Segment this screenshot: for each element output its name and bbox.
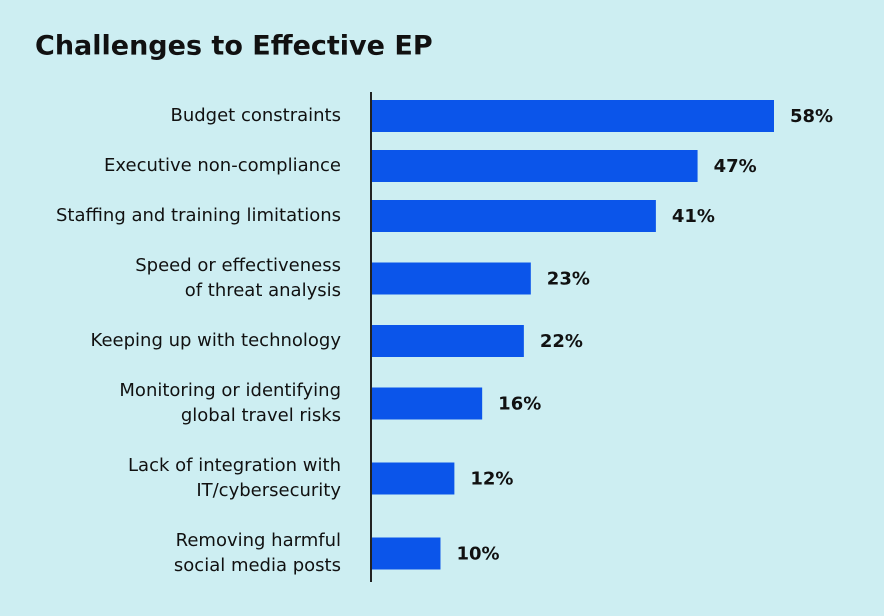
value-label: 16% — [498, 394, 541, 415]
category-label: social media posts — [174, 555, 341, 576]
category-label: Lack of integration with — [128, 455, 341, 476]
value-label: 47% — [714, 156, 757, 177]
bar — [372, 387, 483, 420]
category-label: Removing harmful — [176, 530, 341, 551]
bar — [372, 462, 455, 495]
value-label: 22% — [540, 331, 583, 352]
bar — [372, 325, 524, 357]
category-label: Keeping up with technology — [91, 330, 342, 351]
value-label: 10% — [456, 544, 499, 565]
category-label: Staffing and training limitations — [56, 205, 341, 226]
category-label: IT/cybersecurity — [196, 480, 341, 501]
value-label: 12% — [470, 469, 513, 490]
category-label: Executive non-compliance — [104, 155, 341, 176]
value-label: 58% — [790, 106, 833, 127]
bar — [372, 537, 441, 570]
bar — [372, 262, 531, 295]
category-label: global travel risks — [181, 405, 341, 426]
bar — [372, 150, 698, 182]
bar — [372, 100, 774, 132]
chart-title: Challenges to Effective EP — [35, 31, 433, 62]
category-label: of threat analysis — [185, 280, 341, 301]
category-label: Speed or effectiveness — [135, 255, 341, 276]
bar — [372, 200, 656, 232]
category-label: Monitoring or identifying — [119, 380, 341, 401]
value-label: 23% — [547, 269, 590, 290]
value-label: 41% — [672, 206, 715, 227]
category-label: Budget constraints — [171, 105, 342, 126]
